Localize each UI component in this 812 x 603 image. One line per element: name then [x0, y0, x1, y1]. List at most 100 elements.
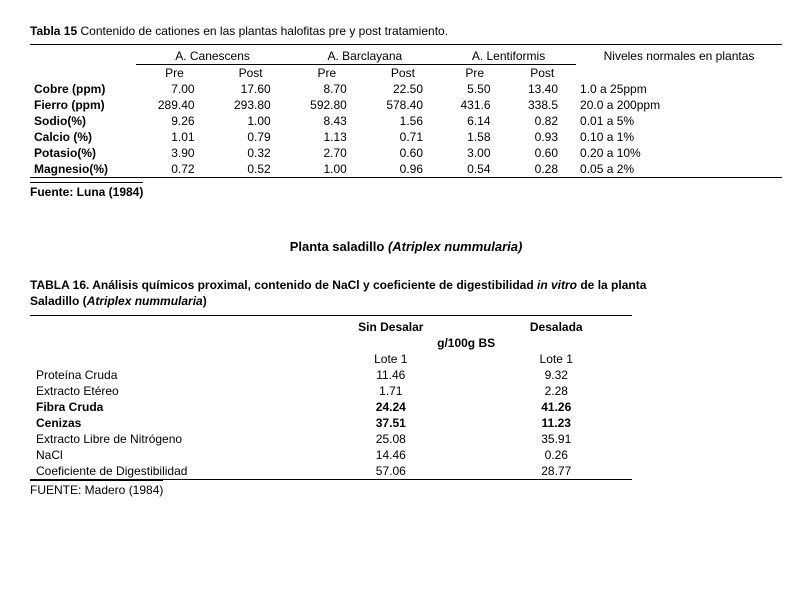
- cell: 0.79: [213, 129, 289, 145]
- row-label: Sodio(%): [30, 113, 136, 129]
- cell: 592.80: [289, 97, 365, 113]
- row-label: Potasio(%): [30, 145, 136, 161]
- cell: 0.60: [365, 145, 441, 161]
- cell: 0.93: [509, 129, 577, 145]
- cell: 1.01: [136, 129, 212, 145]
- t16-col-0: Sin Desalar: [301, 316, 481, 336]
- cell: 0.96: [365, 161, 441, 178]
- cell: 0.54: [441, 161, 509, 178]
- cell: 578.40: [365, 97, 441, 113]
- cell: 0.32: [213, 145, 289, 161]
- t15-sub-2: Pre: [289, 65, 365, 82]
- row-label: Extracto Libre de Nitrógeno: [30, 431, 301, 447]
- t16-cap-1i: in vitro: [537, 278, 577, 292]
- table-row: Extracto Etéreo1.712.28: [30, 383, 632, 399]
- row-label: Magnesio(%): [30, 161, 136, 178]
- table-row: Fibra Cruda24.2441.26: [30, 399, 632, 415]
- t15-sub-1: Post: [213, 65, 289, 82]
- t15-sub-0: Pre: [136, 65, 212, 82]
- range-cell: 0.05 a 2%: [576, 161, 782, 178]
- row-label: Fierro (ppm): [30, 97, 136, 113]
- cell: 1.56: [365, 113, 441, 129]
- table15-caption-rest: Contenido de cationes en las plantas hal…: [77, 24, 448, 38]
- cell: 1.58: [441, 129, 509, 145]
- cell: 1.00: [213, 113, 289, 129]
- section-title-bold: Planta saladillo: [290, 239, 388, 254]
- t16-cap-1b: de la planta: [577, 278, 646, 292]
- cell: 6.14: [441, 113, 509, 129]
- row-label: Coeficiente de Digestibilidad: [30, 463, 301, 480]
- table15-source: Fuente: Luna (1984): [30, 182, 143, 199]
- table16: Sin Desalar Desalada g/100g BS Lote 1 Lo…: [30, 315, 632, 480]
- t16-cap-1a: TABLA 16. Análisis químicos proximal, co…: [30, 278, 537, 292]
- row-label: Calcio (%): [30, 129, 136, 145]
- t15-sub-5: Post: [509, 65, 577, 82]
- cell: 2.70: [289, 145, 365, 161]
- table15-caption: Tabla 15 Contenido de cationes en las pl…: [30, 24, 782, 38]
- row-label: Fibra Cruda: [30, 399, 301, 415]
- cell: 0.71: [365, 129, 441, 145]
- cell: 57.06: [301, 463, 481, 480]
- table-row: Proteína Cruda11.469.32: [30, 367, 632, 383]
- range-cell: 0.01 a 5%: [576, 113, 782, 129]
- t16-unit: g/100g BS: [301, 335, 632, 351]
- t15-group-canescens: A. Canescens: [136, 45, 288, 65]
- t15-sub-4: Pre: [441, 65, 509, 82]
- table15-caption-prefix: Tabla 15: [30, 24, 77, 38]
- table-row: Cobre (ppm)7.0017.608.7022.505.5013.401.…: [30, 81, 782, 97]
- cell: 0.26: [481, 447, 632, 463]
- cell: 5.50: [441, 81, 509, 97]
- table-row: Calcio (%)1.010.791.130.711.580.930.10 a…: [30, 129, 782, 145]
- cell: 25.08: [301, 431, 481, 447]
- table-row: Potasio(%)3.900.322.700.603.000.600.20 a…: [30, 145, 782, 161]
- cell: 28.77: [481, 463, 632, 480]
- t16-cap-2i: Atriplex nummularia: [87, 294, 203, 308]
- t16-cap-2b: ): [203, 294, 207, 308]
- cell: 17.60: [213, 81, 289, 97]
- t16-col-1: Desalada: [481, 316, 632, 336]
- cell: 1.71: [301, 383, 481, 399]
- cell: 0.82: [509, 113, 577, 129]
- cell: 37.51: [301, 415, 481, 431]
- t15-sub-3: Post: [365, 65, 441, 82]
- cell: 431.6: [441, 97, 509, 113]
- range-cell: 20.0 a 200ppm: [576, 97, 782, 113]
- cell: 11.23: [481, 415, 632, 431]
- section-title-italic: (Atriplex nummularia): [388, 239, 522, 254]
- t15-sub-6: [576, 65, 782, 82]
- t15-group-normals: Niveles normales en plantas: [576, 45, 782, 65]
- row-label: Extracto Etéreo: [30, 383, 301, 399]
- table16-source: FUENTE: Madero (1984): [30, 480, 163, 497]
- table15: A. Canescens A. Barclayana A. Lentiformi…: [30, 44, 782, 178]
- cell: 0.60: [509, 145, 577, 161]
- cell: 1.13: [289, 129, 365, 145]
- cell: 24.24: [301, 399, 481, 415]
- section-title: Planta saladillo (Atriplex nummularia): [30, 239, 782, 254]
- t15-group-lentiformis: A. Lentiformis: [441, 45, 576, 65]
- table16-caption: TABLA 16. Análisis químicos proximal, co…: [30, 278, 782, 309]
- row-label: Proteína Cruda: [30, 367, 301, 383]
- cell: 0.72: [136, 161, 212, 178]
- cell: 14.46: [301, 447, 481, 463]
- range-cell: 0.10 a 1%: [576, 129, 782, 145]
- t16-lot-1: Lote 1: [481, 351, 632, 367]
- cell: 3.90: [136, 145, 212, 161]
- t15-group-barclayana: A. Barclayana: [289, 45, 441, 65]
- cell: 13.40: [509, 81, 577, 97]
- table-row: Coeficiente de Digestibilidad57.0628.77: [30, 463, 632, 480]
- row-label: Cobre (ppm): [30, 81, 136, 97]
- cell: 11.46: [301, 367, 481, 383]
- row-label: Cenizas: [30, 415, 301, 431]
- cell: 7.00: [136, 81, 212, 97]
- cell: 35.91: [481, 431, 632, 447]
- cell: 41.26: [481, 399, 632, 415]
- table-row: Cenizas37.5111.23: [30, 415, 632, 431]
- range-cell: 1.0 a 25ppm: [576, 81, 782, 97]
- cell: 2.28: [481, 383, 632, 399]
- range-cell: 0.20 a 10%: [576, 145, 782, 161]
- cell: 1.00: [289, 161, 365, 178]
- table-row: Sodio(%)9.261.008.431.566.140.820.01 a 5…: [30, 113, 782, 129]
- table-row: Magnesio(%)0.720.521.000.960.540.280.05 …: [30, 161, 782, 178]
- cell: 3.00: [441, 145, 509, 161]
- t16-cap-2a: Saladillo (: [30, 294, 87, 308]
